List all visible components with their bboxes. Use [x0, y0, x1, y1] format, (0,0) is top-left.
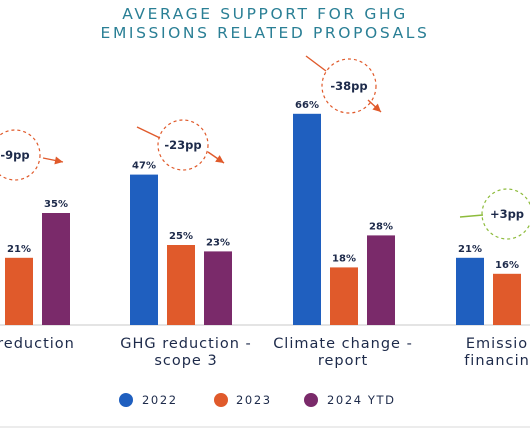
annotation-circle	[0, 129, 41, 181]
category-label: report	[318, 353, 368, 369]
category-label: financin	[464, 353, 530, 369]
annotation-arrow-head	[54, 156, 63, 165]
category-label: Climate change -	[273, 336, 413, 352]
bar-2022-3	[456, 257, 484, 325]
annotation-label: -9pp	[0, 148, 29, 162]
legend-swatch-2022	[119, 393, 133, 407]
bar-2023-3	[493, 273, 521, 325]
annotation-circle	[157, 119, 209, 171]
category-label: scope 3	[154, 353, 217, 369]
annotation-arrow-head	[372, 103, 381, 112]
legend-label: 2024 YTD	[327, 393, 396, 407]
data-label: 16%	[495, 260, 519, 271]
legend-label: 2023	[236, 393, 272, 407]
legend-label: 2022	[142, 393, 178, 407]
legend-swatch-2024-ytd	[304, 393, 318, 407]
bar-2024-ytd-0	[42, 213, 70, 325]
data-label: 21%	[7, 244, 31, 255]
annotation-circle	[481, 188, 530, 240]
data-label: 25%	[169, 231, 193, 242]
annotation-label: -38pp	[330, 79, 367, 93]
chart-title-line-2: EMISSIONS RELATED PROPOSALS	[100, 24, 430, 42]
bar-2023-1	[167, 245, 195, 325]
category-label: Emissio	[466, 336, 528, 352]
legend-swatch-2023	[214, 393, 228, 407]
annotation-label: +3pp	[490, 207, 524, 221]
bar-2024-ytd-2	[367, 235, 395, 325]
bar-2024-ytd-1	[204, 251, 232, 325]
annotation-label: -23pp	[164, 138, 201, 152]
chart-title-line-1: AVERAGE SUPPORT FOR GHG	[122, 5, 408, 23]
bar-2022-1	[130, 174, 158, 325]
annotation-arrow-head	[215, 155, 224, 163]
data-label: 21%	[458, 244, 482, 255]
annotation-trend-line	[136, 126, 161, 139]
annotation-circle	[321, 58, 377, 114]
category-label: GHG reduction -	[120, 336, 252, 352]
bar-2023-0	[5, 257, 33, 325]
data-label: 28%	[369, 221, 393, 232]
data-label: 23%	[206, 237, 230, 248]
data-label: 66%	[295, 100, 319, 111]
data-label: 18%	[332, 253, 356, 264]
bar-2023-2	[330, 267, 358, 325]
data-label: 35%	[44, 199, 68, 210]
annotation-trend-line	[459, 214, 484, 218]
bar-2022-2	[293, 113, 321, 325]
category-label: reduction	[0, 336, 75, 352]
annotation-trend-line	[305, 55, 327, 72]
data-label: 47%	[132, 161, 156, 172]
